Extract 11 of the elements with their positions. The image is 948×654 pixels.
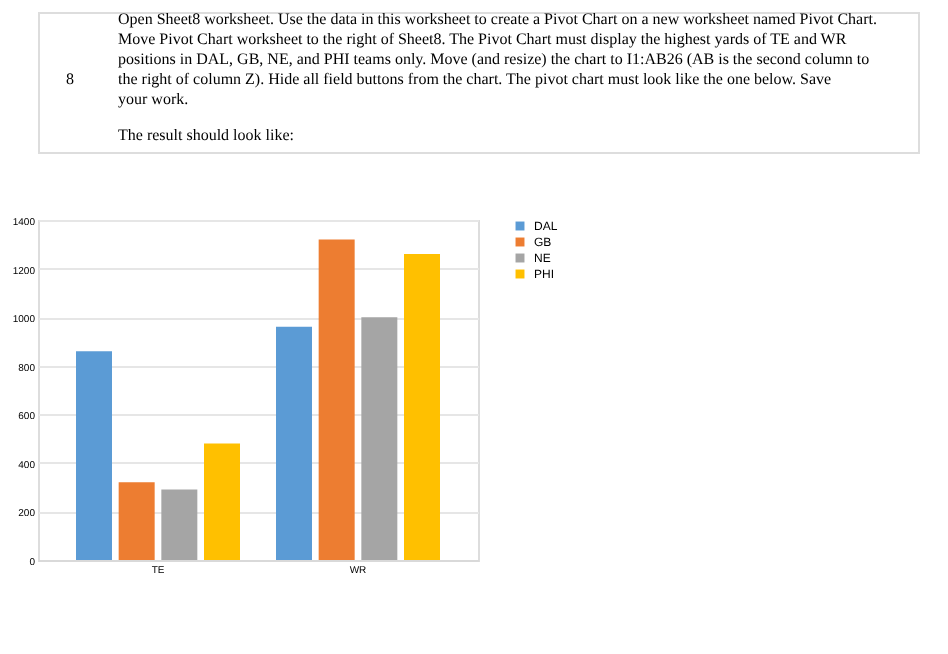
bar (118, 482, 155, 560)
bar (361, 317, 398, 560)
text: Open Sheet8 worksheet. Use the data in this worksheet to create a Pivot Chart on a new worksheet named Pivot Chart. Move Pivot Chart worksheet to the right of Sheet8. The Pivot Chart must display the highest yards of TE and WR positions in DAL, GB, NE, and PHI teams only. Move (and resize) the chart to I1:AB26 (AB is the second column to the right of column Z). Hide all field buttons from the chart. The pivot chart must look like the one below. Save your work. (118, 10, 877, 108)
bar (318, 239, 355, 560)
text: 8 (66, 70, 74, 88)
bar (276, 326, 312, 560)
bar (76, 351, 112, 560)
text: The result should look like: (118, 126, 294, 144)
bar (404, 254, 440, 560)
bar (161, 489, 198, 560)
bar (204, 443, 240, 560)
